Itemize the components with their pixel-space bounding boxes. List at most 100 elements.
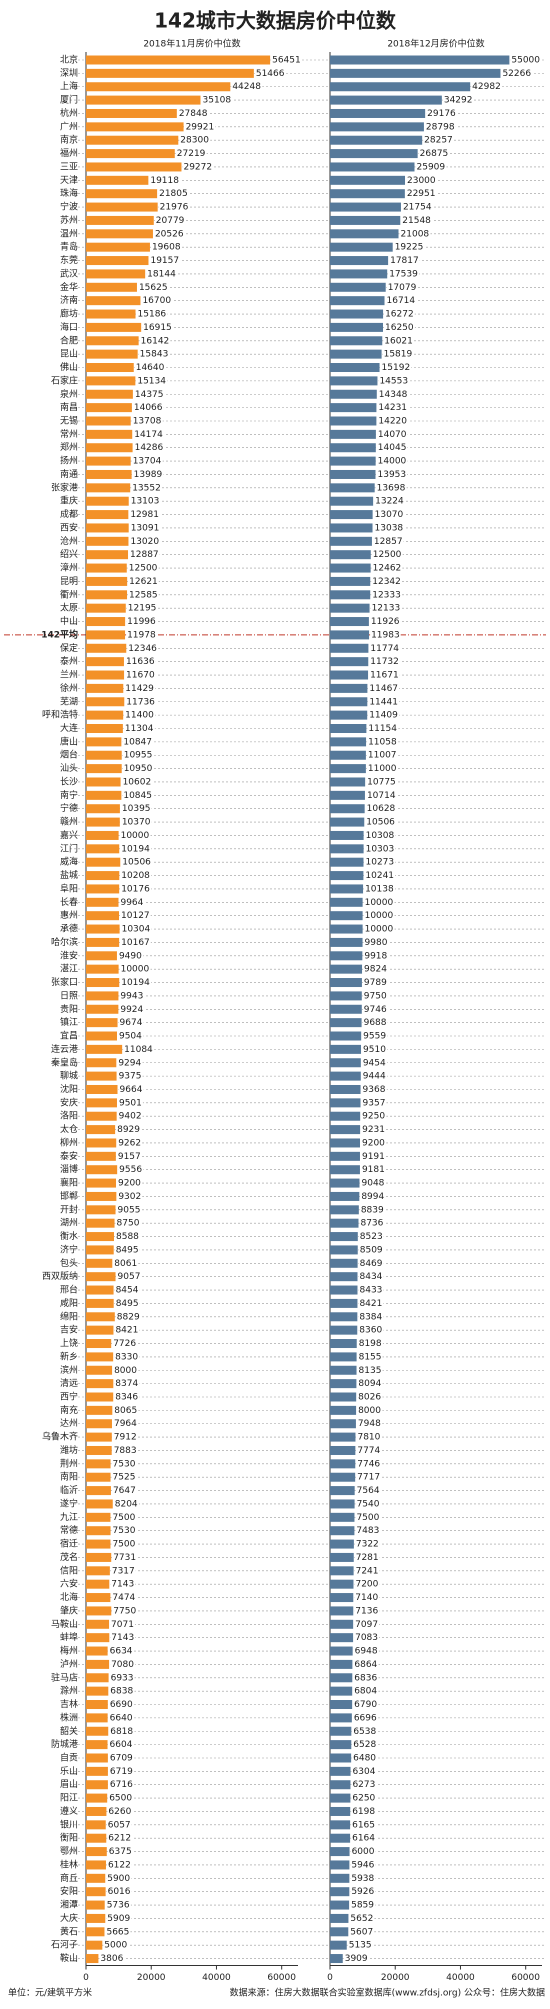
value-label: 9402 — [119, 1112, 142, 1122]
bar — [86, 1392, 114, 1402]
value-label: 8330 — [115, 1352, 138, 1362]
value-label: 11000 — [368, 764, 397, 774]
value-label-bg — [358, 1245, 384, 1256]
value-label-bg — [362, 991, 388, 1002]
value-label-bg — [365, 817, 397, 828]
category-label: 绵阳 — [60, 1310, 78, 1322]
bar — [330, 724, 367, 733]
bar — [86, 336, 139, 346]
value-label-bg — [114, 1392, 140, 1403]
category-label: 贵阳 — [60, 1003, 78, 1015]
bar — [330, 871, 364, 881]
bar — [86, 510, 129, 520]
bar — [330, 1365, 357, 1375]
category-label: 淮安 — [60, 949, 78, 961]
value-label-bg — [367, 737, 398, 748]
value-label-bg — [120, 924, 152, 935]
bar — [86, 617, 126, 627]
bar — [330, 108, 426, 118]
value-label: 6000 — [352, 1847, 375, 1857]
bar — [86, 911, 120, 921]
value-label-bg — [371, 563, 403, 574]
bar — [330, 857, 364, 867]
bar — [86, 1486, 111, 1496]
value-label: 9924 — [120, 1005, 143, 1015]
category-label: 柳州 — [60, 1136, 78, 1148]
bar — [86, 830, 119, 840]
value-label: 14231 — [378, 403, 407, 413]
value-label-bg — [418, 149, 450, 160]
bar — [330, 951, 363, 961]
value-label: 10950 — [124, 764, 153, 774]
value-label-bg — [146, 269, 178, 280]
bar — [86, 790, 122, 800]
bar — [86, 469, 132, 479]
category-label: 常德 — [60, 1524, 78, 1536]
value-label: 28300 — [180, 136, 209, 146]
bar — [330, 884, 364, 894]
bar — [86, 483, 131, 493]
bar — [86, 1125, 116, 1135]
bar — [330, 1178, 360, 1188]
bar — [330, 790, 365, 800]
category-label: 新乡 — [60, 1350, 78, 1362]
category-label: 滨州 — [60, 1364, 78, 1376]
bar — [330, 1887, 350, 1897]
value-label-bg — [510, 55, 542, 66]
value-label: 9980 — [365, 938, 388, 948]
bar — [330, 256, 389, 266]
value-label: 13552 — [132, 483, 161, 493]
bar — [330, 1820, 351, 1830]
bar — [86, 1058, 117, 1068]
value-label: 6165 — [352, 1820, 375, 1830]
value-label-bg — [113, 1405, 139, 1416]
value-label: 6304 — [353, 1767, 376, 1777]
value-label-bg — [142, 322, 173, 333]
value-label-bg — [356, 1472, 382, 1483]
value-label-bg — [360, 1191, 386, 1202]
value-label-bg — [353, 1646, 379, 1657]
bar — [330, 1512, 355, 1522]
category-label: 梅州 — [60, 1645, 78, 1657]
category-label: 驻马店 — [51, 1671, 78, 1683]
value-label: 7912 — [114, 1433, 137, 1443]
value-label: 8065 — [114, 1406, 137, 1416]
bar — [330, 469, 376, 479]
bar — [330, 1339, 357, 1349]
value-label: 7774 — [357, 1446, 380, 1456]
value-label-bg — [116, 1272, 142, 1283]
bar — [86, 162, 182, 172]
value-label: 6709 — [110, 1753, 133, 1763]
value-label-bg — [118, 1165, 144, 1176]
value-label-bg — [357, 1379, 383, 1390]
bar — [330, 617, 369, 627]
value-label: 21805 — [159, 189, 188, 199]
category-label: 临沂 — [60, 1484, 78, 1496]
value-label-bg — [373, 523, 405, 534]
value-label-bg — [357, 1365, 383, 1376]
bar — [330, 1833, 351, 1843]
category-label: 三亚 — [60, 161, 78, 172]
value-label: 17817 — [390, 256, 419, 266]
bar — [86, 1700, 108, 1710]
value-label-bg — [127, 563, 159, 574]
value-label-bg — [352, 1753, 378, 1764]
value-label: 42982 — [472, 82, 501, 92]
category-label: 开封 — [60, 1203, 78, 1215]
category-label: 鞍山 — [60, 1952, 78, 1964]
bar — [330, 1526, 355, 1536]
value-label-bg — [136, 309, 168, 320]
value-label-bg — [352, 1713, 379, 1724]
bar — [330, 1539, 354, 1549]
bar — [330, 1940, 347, 1950]
bar — [330, 1138, 361, 1148]
bar — [86, 777, 121, 787]
value-label-bg — [114, 1352, 140, 1363]
value-label: 7136 — [355, 1606, 378, 1616]
value-label-bg — [184, 122, 216, 133]
value-label-bg — [120, 817, 152, 828]
value-label: 8000 — [358, 1406, 381, 1416]
category-label: 深圳 — [60, 68, 78, 79]
value-label-bg — [361, 1138, 387, 1149]
bar — [86, 215, 154, 225]
